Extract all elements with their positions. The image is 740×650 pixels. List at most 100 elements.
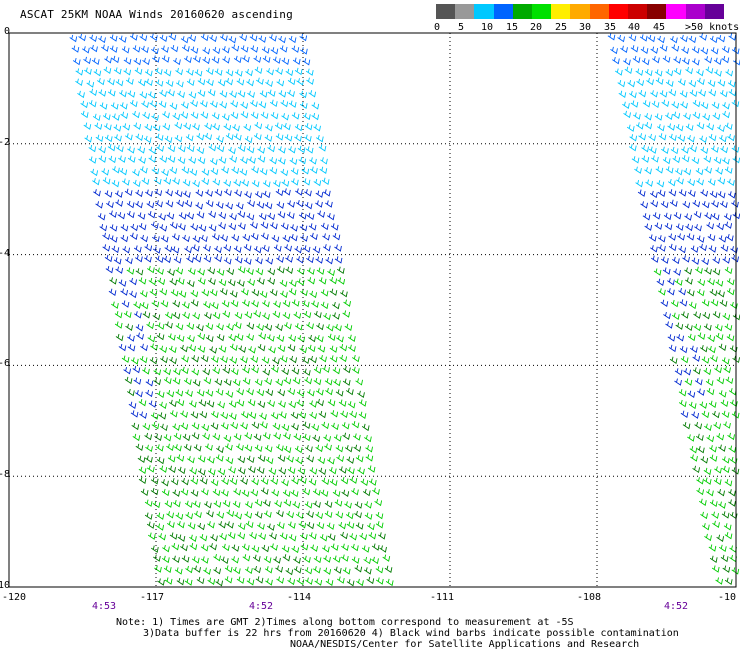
wind-barb [225, 443, 233, 451]
wind-barb [300, 47, 308, 55]
wind-barb [156, 322, 165, 330]
wind-barb [333, 378, 341, 387]
wind-barb [316, 521, 325, 530]
wind-barb [213, 500, 222, 508]
wind-barb [196, 576, 205, 585]
wind-barb [224, 576, 233, 584]
wind-barb [259, 412, 267, 420]
wind-barb [683, 112, 691, 121]
wind-barb [251, 421, 260, 430]
wind-barb [119, 102, 128, 110]
wind-barb [672, 256, 680, 265]
wind-barb [712, 410, 720, 419]
wind-barb [158, 412, 167, 420]
wind-barb [225, 202, 233, 210]
wind-barb [191, 244, 200, 252]
wind-barb [95, 134, 104, 143]
wind-barb [306, 255, 314, 264]
wind-barb [269, 532, 277, 540]
wind-barb [156, 523, 165, 531]
wind-barb [127, 388, 135, 397]
wind-barb [216, 135, 224, 143]
wind-barb [123, 68, 132, 76]
wind-barb [253, 565, 261, 574]
wind-barb [266, 68, 274, 76]
wind-barb [154, 433, 162, 441]
wind-barb [312, 434, 321, 443]
wind-barb [141, 45, 149, 54]
wind-barb [175, 323, 184, 331]
wind-barb [327, 457, 335, 465]
wind-barb [149, 356, 158, 365]
wind-barb [92, 113, 101, 122]
wind-barb [159, 288, 168, 296]
wind-barb [699, 33, 707, 41]
wind-barb [159, 155, 168, 163]
wind-barb [633, 112, 641, 120]
wind-barb [154, 67, 163, 76]
wind-barb [282, 489, 291, 497]
wind-barb [245, 68, 253, 77]
wind-barb [719, 200, 728, 209]
wind-barb [219, 90, 228, 98]
wind-barb [650, 90, 658, 98]
wind-barb [727, 133, 735, 142]
wind-barb [714, 69, 722, 77]
wind-barb [623, 110, 631, 119]
wind-barb [336, 335, 344, 343]
wind-barb [644, 167, 652, 175]
wind-barb [216, 268, 225, 276]
wind-barb [341, 489, 350, 497]
wind-barb [296, 389, 305, 397]
wind-barb [278, 35, 286, 44]
wind-barb [689, 446, 698, 454]
wind-barb [722, 256, 731, 264]
wind-barb [640, 201, 648, 209]
wind-barb [239, 33, 248, 42]
wind-barb [722, 565, 731, 573]
wind-barb [708, 345, 716, 354]
wind-barb [659, 90, 668, 98]
wind-barb [173, 57, 181, 66]
wind-barb [130, 357, 139, 365]
wind-barb [225, 69, 234, 77]
wind-barb [188, 400, 197, 408]
wind-barb [707, 334, 716, 343]
wind-barb [130, 223, 139, 232]
wind-barb [213, 567, 221, 575]
wind-barb [313, 366, 322, 374]
wind-barb [260, 111, 269, 120]
wind-barb [348, 334, 356, 343]
wind-barb [232, 500, 241, 509]
wind-barb [716, 534, 725, 542]
wind-barb [177, 156, 186, 165]
wind-barb [308, 334, 316, 343]
wind-barb [697, 77, 705, 86]
wind-barb [215, 388, 224, 396]
wind-barb [220, 411, 229, 420]
wind-barb [700, 456, 709, 464]
wind-barb [208, 224, 217, 232]
wind-barb [200, 33, 209, 42]
wind-barb [338, 522, 347, 530]
wind-barb [718, 343, 727, 351]
wind-barb [103, 123, 112, 131]
wind-barb [147, 211, 156, 219]
wind-barb [93, 189, 101, 197]
wind-barb [287, 344, 296, 352]
wind-barb [193, 255, 202, 263]
wind-barb [176, 334, 185, 342]
wind-barb [220, 355, 228, 364]
wind-barb [722, 102, 730, 110]
wind-barb [276, 266, 285, 274]
wind-barb [718, 544, 727, 553]
wind-barb [318, 410, 327, 419]
wind-barb [198, 224, 207, 232]
wind-barb [341, 422, 350, 430]
wind-barb [721, 410, 730, 419]
wind-barb [89, 34, 98, 43]
wind-barb [674, 368, 683, 376]
wind-barb [668, 344, 677, 353]
wind-barb [77, 90, 85, 99]
wind-barb [306, 521, 315, 530]
